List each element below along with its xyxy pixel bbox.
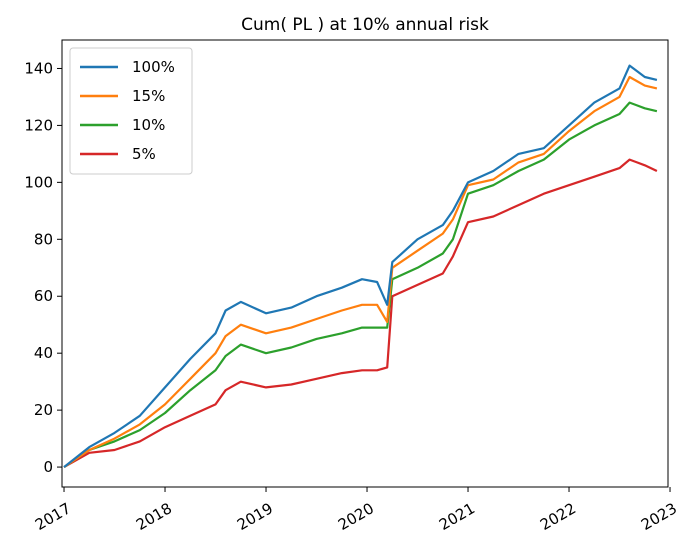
x-tick-label: 2022	[537, 499, 579, 534]
x-tick-label: 2019	[234, 499, 276, 534]
legend: 100% 15% 10% 5%	[69, 47, 193, 175]
series-line-100pct	[63, 64, 658, 468]
x-tick-label: 2018	[133, 499, 175, 534]
series-line-5pct	[63, 158, 658, 469]
y-tick-label: 60	[34, 287, 53, 305]
legend-label: 100%	[132, 58, 175, 76]
y-tick-label: 20	[34, 401, 53, 419]
legend-label: 15%	[132, 87, 165, 105]
x-tick-label: 2020	[335, 499, 377, 534]
legend-label: 5%	[132, 145, 156, 163]
plot-area	[61, 39, 669, 488]
series-lines	[63, 64, 658, 469]
chart-title: Cum( PL ) at 10% annual risk	[241, 15, 489, 35]
y-tick-label: 100	[24, 173, 53, 191]
y-tick-label: 0	[43, 458, 53, 476]
x-tick-label: 2017	[32, 499, 74, 534]
series-line-10pct	[63, 101, 658, 469]
y-axis: 0 20 40 60 80 100 120 140	[24, 59, 62, 476]
y-tick-label: 140	[24, 59, 53, 77]
series-line-15pct	[63, 75, 658, 469]
y-tick-label: 80	[34, 230, 53, 248]
y-tick-label: 120	[24, 116, 53, 134]
x-tick-label: 2023	[638, 499, 680, 534]
x-tick-label: 2021	[436, 499, 478, 534]
legend-label: 10%	[132, 116, 165, 134]
x-axis: 2017 2018 2019 2020 2021 2022 2023	[32, 487, 680, 534]
legend-box	[69, 47, 193, 175]
y-tick-label: 40	[34, 344, 53, 362]
